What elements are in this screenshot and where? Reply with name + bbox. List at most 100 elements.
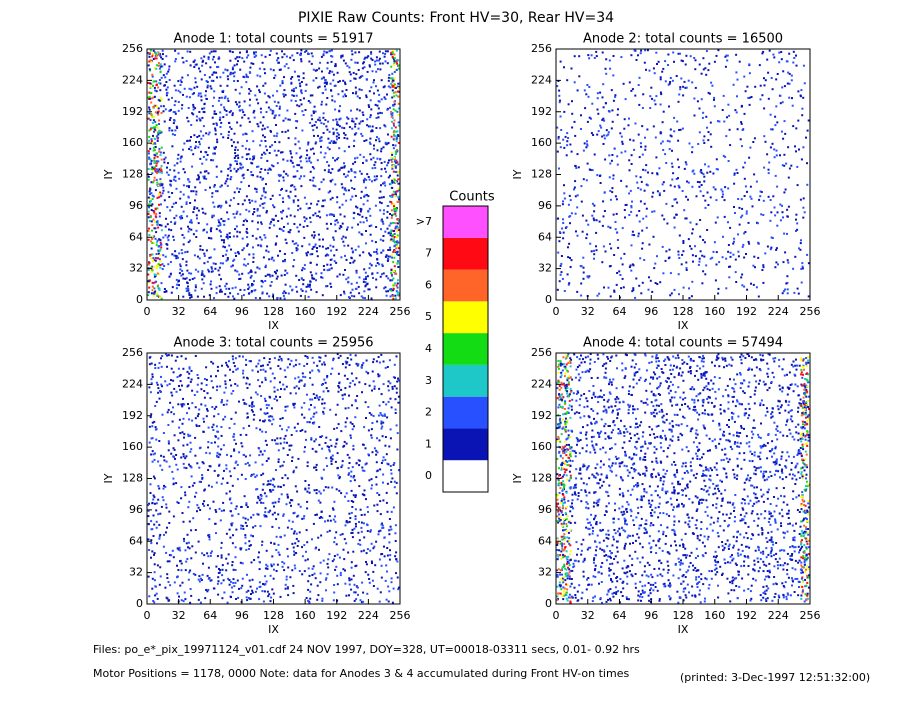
pixel	[153, 167, 156, 170]
pixel	[387, 176, 390, 179]
pixel	[200, 95, 203, 98]
pixel	[156, 54, 159, 57]
pixel	[315, 489, 318, 491]
pixel	[150, 82, 153, 85]
pixel	[397, 64, 400, 67]
pixel	[214, 61, 216, 64]
pixel	[311, 124, 314, 127]
pixel	[153, 128, 156, 131]
pixel	[575, 167, 578, 169]
x-tick-label: 224	[768, 305, 789, 318]
pixel	[334, 63, 337, 66]
pixel	[313, 466, 315, 469]
pixel	[793, 57, 796, 59]
pixel	[369, 233, 372, 236]
pixel	[163, 161, 166, 164]
pixel	[201, 270, 204, 273]
pixel	[257, 495, 260, 498]
pixel	[233, 585, 236, 588]
pixel	[373, 92, 375, 95]
pixel	[392, 284, 395, 287]
pixel	[203, 262, 206, 265]
pixel	[190, 149, 193, 152]
pixel	[717, 120, 719, 123]
pixel	[198, 480, 201, 483]
pixel	[199, 601, 202, 604]
pixel	[344, 407, 347, 410]
pixel	[558, 94, 561, 97]
pixel	[288, 501, 291, 504]
pixel	[630, 89, 633, 92]
pixel	[212, 159, 215, 162]
pixel	[261, 61, 264, 64]
pixel	[253, 53, 256, 56]
pixel	[257, 370, 259, 373]
pixel	[396, 234, 399, 237]
pixel	[363, 469, 366, 472]
pixel	[361, 120, 364, 123]
pixel	[162, 53, 164, 56]
pixel	[350, 179, 353, 182]
pixel	[379, 62, 382, 65]
pixel	[386, 554, 389, 557]
pixel	[281, 197, 284, 200]
pixel	[637, 84, 640, 86]
pixel	[776, 224, 779, 227]
pixel	[356, 156, 359, 159]
pixel	[304, 89, 307, 92]
pixel	[788, 52, 791, 55]
pixel	[358, 254, 361, 257]
pixel	[163, 288, 166, 290]
pixel	[699, 190, 702, 193]
pixel	[270, 220, 273, 223]
pixel	[732, 242, 735, 245]
pixel	[291, 252, 294, 254]
pixel	[229, 50, 232, 53]
pixel	[379, 127, 382, 130]
pixel	[718, 120, 721, 123]
pixel	[289, 190, 292, 193]
pixel	[305, 217, 308, 220]
pixel	[305, 290, 308, 293]
pixel	[151, 97, 154, 100]
pixel	[177, 403, 180, 406]
pixel	[309, 283, 311, 286]
pixel	[207, 426, 210, 429]
pixel	[638, 156, 641, 159]
pixel	[372, 570, 375, 573]
pixel	[382, 212, 385, 215]
pixel	[182, 455, 185, 458]
pixel	[390, 156, 393, 159]
pixel	[155, 400, 158, 403]
pixel	[343, 290, 345, 293]
pixel	[170, 391, 173, 394]
pixel	[295, 120, 298, 122]
pixel	[315, 77, 318, 80]
pixel	[249, 585, 252, 588]
pixel	[700, 169, 703, 171]
pixel	[349, 382, 352, 385]
pixel	[154, 189, 157, 192]
pixel	[262, 206, 265, 209]
pixel	[232, 581, 235, 584]
pixel	[179, 91, 182, 94]
pixel	[354, 171, 357, 174]
pixel	[630, 206, 633, 209]
pixel	[644, 136, 646, 139]
pixel	[722, 154, 725, 157]
pixel	[684, 161, 687, 164]
pixel	[193, 394, 196, 396]
pixel	[691, 146, 694, 149]
pixel	[770, 77, 773, 79]
pixel	[623, 118, 626, 121]
pixel	[271, 274, 274, 277]
pixel	[586, 233, 589, 236]
pixel	[610, 159, 613, 162]
pixel	[282, 447, 285, 450]
pixel	[796, 222, 799, 225]
pixel	[244, 218, 247, 221]
pixel	[385, 294, 388, 297]
pixel	[396, 137, 399, 140]
pixel	[201, 64, 204, 67]
pixel	[150, 437, 153, 440]
